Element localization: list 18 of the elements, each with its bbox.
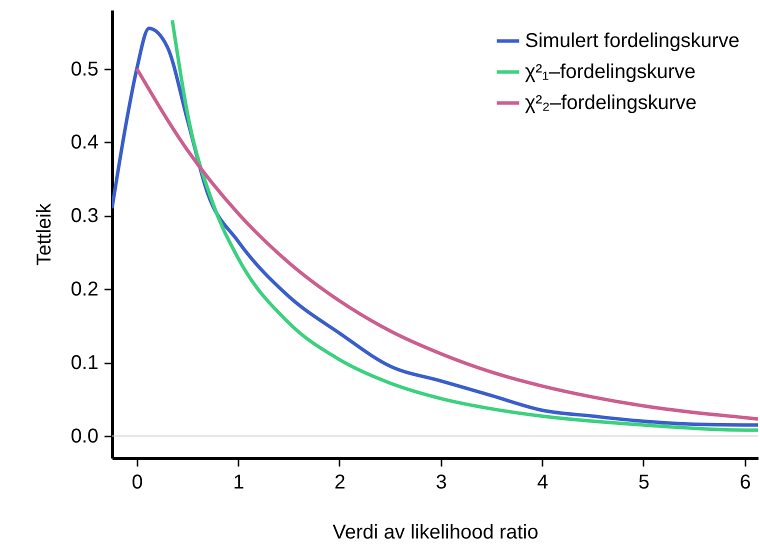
- x-tick-label: 6: [740, 472, 751, 494]
- y-tick-label: 0.4: [70, 132, 98, 154]
- x-tick-label: 2: [334, 472, 346, 494]
- x-tick-label: 0: [132, 472, 143, 494]
- y-tick-label: 0.5: [70, 58, 98, 80]
- x-tick-label: 3: [436, 472, 447, 494]
- x-tick-label: 1: [233, 472, 244, 494]
- y-axis-title: Tettleik: [34, 202, 56, 266]
- y-tick-label: 0.1: [70, 352, 98, 374]
- y-tick-label: 0.2: [70, 278, 98, 301]
- legend-label: χ²₁–fordelingskurve: [525, 61, 696, 83]
- x-axis-title: Verdi av likelihood ratio: [332, 522, 538, 544]
- x-tick-label: 5: [638, 472, 650, 494]
- legend-label: Simulert fordelingskurve: [525, 30, 740, 52]
- y-tick-label: 0.3: [70, 205, 98, 228]
- x-tick-label: 4: [537, 472, 548, 494]
- y-tick-label: 0.0: [70, 425, 98, 448]
- legend-label: χ²₂–fordelingskurve: [525, 92, 697, 114]
